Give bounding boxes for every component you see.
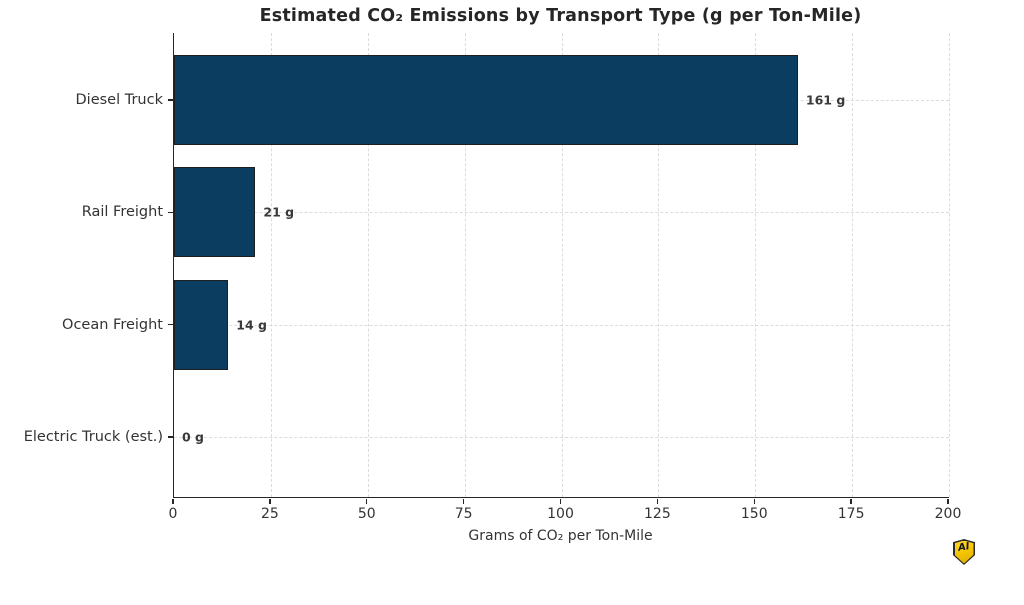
x-tick xyxy=(366,498,368,504)
bar-value-label: 161 g xyxy=(805,92,846,108)
x-tick xyxy=(850,498,852,504)
plot-area: 161 g 21 g 14 g 0 g xyxy=(173,33,950,498)
x-tick xyxy=(656,498,659,504)
y-tick xyxy=(168,99,173,101)
x-tick-label: 200 xyxy=(934,506,962,522)
v-gridline xyxy=(464,33,466,497)
v-gridline xyxy=(270,33,272,497)
v-gridline xyxy=(658,33,660,497)
x-tick xyxy=(462,498,465,504)
bar-value-label: 14 g xyxy=(236,317,267,333)
bar-value-label: 21 g xyxy=(263,204,295,220)
bar-value-label: 0 g xyxy=(182,429,204,445)
bar xyxy=(174,279,229,370)
h-gridline xyxy=(174,324,949,326)
y-category-label: Diesel Truck xyxy=(75,92,163,108)
x-tick xyxy=(559,498,562,504)
x-tick xyxy=(269,498,271,504)
y-tick xyxy=(168,211,173,214)
ai-badge: AI xyxy=(953,539,975,565)
x-tick xyxy=(753,498,755,504)
bar xyxy=(174,55,798,145)
v-gridline xyxy=(852,33,854,497)
y-tick xyxy=(168,323,173,326)
x-tick-label: 25 xyxy=(260,506,279,522)
chart-title: Estimated CO₂ Emissions by Transport Typ… xyxy=(259,6,862,26)
v-gridline xyxy=(561,33,563,497)
x-tick xyxy=(172,498,174,504)
h-gridline xyxy=(174,212,949,214)
x-tick-label: 175 xyxy=(837,506,865,522)
x-tick-label: 125 xyxy=(644,506,671,522)
y-category-label: Rail Freight xyxy=(81,204,163,221)
v-gridline xyxy=(755,33,757,497)
x-tick-label: 0 xyxy=(168,506,178,522)
y-tick xyxy=(168,436,173,438)
x-axis-label: Grams of CO₂ per Ton-Mile xyxy=(468,528,653,544)
bar xyxy=(174,167,256,258)
x-tick-label: 75 xyxy=(454,506,473,522)
x-tick-label: 50 xyxy=(357,506,376,522)
shield-icon xyxy=(954,540,974,564)
y-category-label: Ocean Freight xyxy=(62,316,163,333)
h-gridline xyxy=(174,436,949,438)
x-tick-label: 150 xyxy=(740,506,768,522)
v-gridline xyxy=(949,33,950,497)
y-category-label: Electric Truck (est.) xyxy=(23,428,163,445)
v-gridline xyxy=(367,33,369,497)
x-tick xyxy=(947,498,949,504)
x-tick-label: 100 xyxy=(547,506,574,522)
